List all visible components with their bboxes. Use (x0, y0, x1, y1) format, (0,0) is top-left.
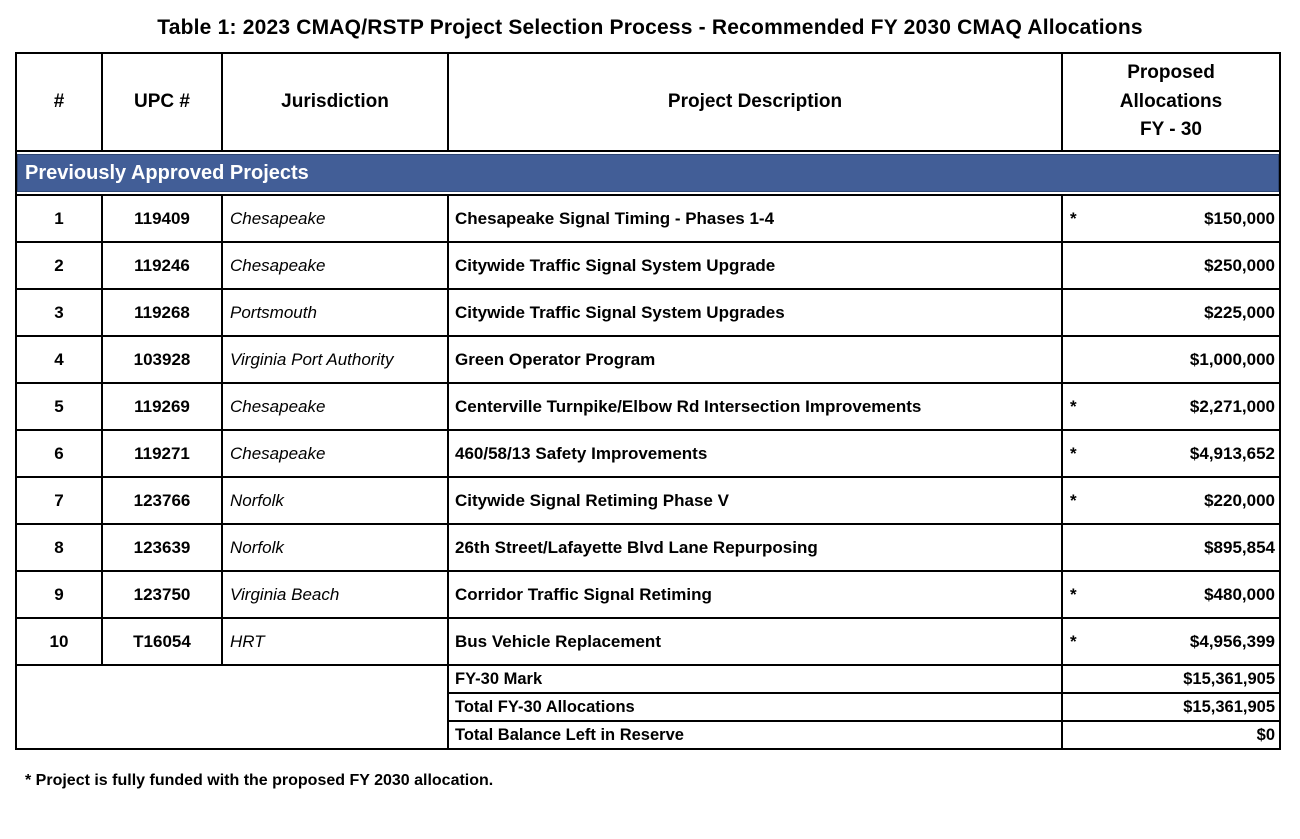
allocation-amount: $150,000 (1204, 208, 1275, 228)
footnote: * Project is fully funded with the propo… (25, 772, 494, 789)
upc-cell: 123750 (103, 572, 221, 617)
allocation-cell: * $220,000 (1063, 478, 1279, 523)
jurisdiction-cell: Chesapeake (223, 384, 447, 429)
page-title: Table 1: 2023 CMAQ/RSTP Project Selectio… (157, 16, 1143, 39)
allocation-cell: $250,000 (1063, 243, 1279, 288)
jurisdiction-cell: Chesapeake (223, 196, 447, 241)
fully-funded-star: * (1070, 631, 1077, 651)
row-number-cell: 10 (17, 619, 101, 664)
allocation-cell: * $480,000 (1063, 572, 1279, 617)
summary-label-cell: Total Balance Left in Reserve (449, 722, 1061, 748)
row-number-cell: 3 (17, 290, 101, 335)
allocation-amount: $895,854 (1204, 537, 1275, 557)
jurisdiction-cell: Virginia Port Authority (223, 337, 447, 382)
project-description-cell: Citywide Signal Retiming Phase V (449, 478, 1061, 523)
row-number-cell: 4 (17, 337, 101, 382)
allocation-amount: $480,000 (1204, 584, 1275, 604)
fully-funded-star: * (1070, 443, 1077, 463)
jurisdiction-cell: Norfolk (223, 478, 447, 523)
row-number-cell: 5 (17, 384, 101, 429)
upc-cell: 119409 (103, 196, 221, 241)
section-header-previously-approved: Previously Approved Projects (17, 152, 1279, 194)
allocation-cell: $225,000 (1063, 290, 1279, 335)
jurisdiction-cell: Chesapeake (223, 243, 447, 288)
jurisdiction-cell: Virginia Beach (223, 572, 447, 617)
fully-funded-star: * (1070, 584, 1077, 604)
allocation-amount: $220,000 (1204, 490, 1275, 510)
row-number-cell: 2 (17, 243, 101, 288)
upc-cell: 119269 (103, 384, 221, 429)
allocation-cell: $1,000,000 (1063, 337, 1279, 382)
summary-value-cell: $15,361,905 (1063, 666, 1279, 692)
upc-cell: T16054 (103, 619, 221, 664)
project-description-cell: Centerville Turnpike/Elbow Rd Intersecti… (449, 384, 1061, 429)
upc-cell: 123639 (103, 525, 221, 570)
allocations-table-wrapper: # UPC # Jurisdiction Project Description… (15, 52, 1281, 750)
summary-value-cell: $15,361,905 (1063, 694, 1279, 720)
allocation-cell: $895,854 (1063, 525, 1279, 570)
row-number-cell: 9 (17, 572, 101, 617)
row-number-cell: 6 (17, 431, 101, 476)
allocation-cell: * $150,000 (1063, 196, 1279, 241)
upc-cell: 119271 (103, 431, 221, 476)
jurisdiction-cell: Chesapeake (223, 431, 447, 476)
row-number-cell: 1 (17, 196, 101, 241)
jurisdiction-cell: Norfolk (223, 525, 447, 570)
allocation-cell: * $2,271,000 (1063, 384, 1279, 429)
project-description-cell: Citywide Traffic Signal System Upgrade (449, 243, 1061, 288)
column-header-allocations: Proposed Allocations FY - 30 (1063, 54, 1279, 150)
row-number-cell: 8 (17, 525, 101, 570)
upc-cell: 103928 (103, 337, 221, 382)
summary-label-cell: FY-30 Mark (449, 666, 1061, 692)
project-description-cell: Green Operator Program (449, 337, 1061, 382)
fully-funded-star: * (1070, 490, 1077, 510)
column-header-upc: UPC # (103, 54, 221, 150)
summary-value-cell: $0 (1063, 722, 1279, 748)
column-header-number: # (17, 54, 101, 150)
allocations-table: # UPC # Jurisdiction Project Description… (15, 52, 1281, 750)
project-description-cell: 26th Street/Lafayette Blvd Lane Repurpos… (449, 525, 1061, 570)
fully-funded-star: * (1070, 208, 1077, 228)
project-description-cell: Citywide Traffic Signal System Upgrades (449, 290, 1061, 335)
upc-cell: 119246 (103, 243, 221, 288)
allocation-amount: $1,000,000 (1189, 349, 1275, 369)
column-header-jurisdiction: Jurisdiction (223, 54, 447, 150)
allocation-amount: $250,000 (1204, 255, 1275, 275)
project-description-cell: Corridor Traffic Signal Retiming (449, 572, 1061, 617)
fully-funded-star: * (1070, 396, 1077, 416)
summary-label-cell: Total FY-30 Allocations (449, 694, 1061, 720)
jurisdiction-cell: Portsmouth (223, 290, 447, 335)
upc-cell: 119268 (103, 290, 221, 335)
project-description-cell: Bus Vehicle Replacement (449, 619, 1061, 664)
row-number-cell: 7 (17, 478, 101, 523)
allocation-amount: $225,000 (1204, 302, 1275, 322)
allocation-amount: $4,913,652 (1189, 443, 1275, 463)
column-header-description: Project Description (449, 54, 1061, 150)
summary-spacer-cell (17, 666, 447, 748)
upc-cell: 123766 (103, 478, 221, 523)
allocation-cell: * $4,913,652 (1063, 431, 1279, 476)
jurisdiction-cell: HRT (223, 619, 447, 664)
allocation-amount: $2,271,000 (1189, 396, 1275, 416)
allocation-amount: $4,956,399 (1189, 631, 1275, 651)
project-description-cell: 460/58/13 Safety Improvements (449, 431, 1061, 476)
project-description-cell: Chesapeake Signal Timing - Phases 1-4 (449, 196, 1061, 241)
allocation-cell: * $4,956,399 (1063, 619, 1279, 664)
